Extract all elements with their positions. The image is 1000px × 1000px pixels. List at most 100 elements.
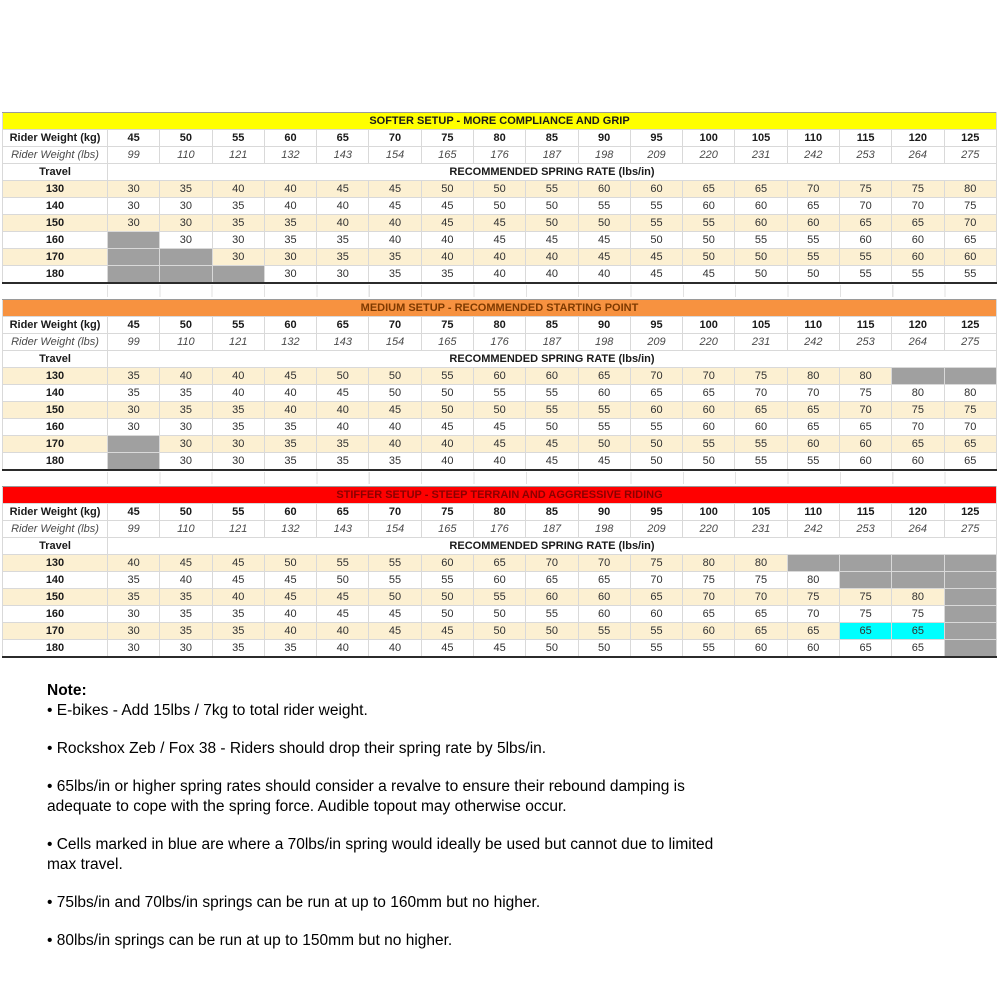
rate-cell: 75 bbox=[891, 401, 945, 419]
rate-cell: 40 bbox=[316, 418, 370, 436]
rate-cell: 40 bbox=[473, 452, 527, 471]
rate-cell: 55 bbox=[787, 248, 840, 266]
kg-col-header: 90 bbox=[578, 129, 631, 147]
grid-gap bbox=[2, 472, 997, 484]
rate-cell: 45 bbox=[212, 571, 265, 589]
rider-weight-lbs-row: Rider Weight (lbs) 99 110 121 132 143 154 165 17… bbox=[2, 520, 997, 538]
rate-cell: 40 bbox=[264, 384, 318, 402]
rate-cell: 55 bbox=[891, 265, 945, 284]
rider-weight-kg-label: Rider Weight (kg) bbox=[2, 129, 108, 147]
rate-cell: 60 bbox=[682, 197, 736, 215]
kg-col-header: 100 bbox=[682, 129, 736, 147]
rate-cell: 60 bbox=[734, 214, 788, 232]
rate-cell: 40 bbox=[316, 639, 370, 658]
rate-cell: 70 bbox=[839, 401, 893, 419]
rate-cell: 60 bbox=[630, 180, 684, 198]
rate-cell: 65 bbox=[682, 180, 736, 198]
rate-cell: 55 bbox=[682, 435, 736, 453]
rate-cell: 50 bbox=[578, 435, 631, 453]
rate-cell: 55 bbox=[421, 571, 474, 589]
rate-cell: 60 bbox=[891, 452, 945, 471]
kg-col-header: 45 bbox=[107, 316, 161, 334]
travel-header-row: Travel RECOMMENDED SPRING RATE (lbs/in) bbox=[2, 350, 997, 368]
rate-cell: 35 bbox=[212, 401, 265, 419]
rate-cell: 55 bbox=[473, 384, 527, 402]
kg-col-header: 80 bbox=[473, 129, 527, 147]
kg-col-header: 105 bbox=[734, 316, 788, 334]
lbs-col-header: 154 bbox=[368, 146, 422, 164]
lbs-col-header: 176 bbox=[473, 520, 527, 538]
rate-cell: 40 bbox=[578, 265, 631, 284]
lbs-col-header: 99 bbox=[107, 333, 161, 351]
rate-cell: 60 bbox=[473, 367, 527, 385]
rate-cell: 50 bbox=[473, 605, 527, 623]
rate-cell-unavailable bbox=[944, 605, 997, 623]
rate-cell: 55 bbox=[473, 588, 527, 606]
travel-row-160: 160 30 30 35 35 40 40 45 45 50 55 55 60 60 65 65 70 70 bbox=[2, 418, 997, 436]
rate-cell: 45 bbox=[473, 214, 527, 232]
rate-cell: 65 bbox=[682, 384, 736, 402]
kg-col-header: 45 bbox=[107, 503, 161, 521]
table-softer-setup: SOFTER SETUP - MORE COMPLIANCE AND GRIP R… bbox=[2, 112, 997, 284]
rate-cell: 35 bbox=[159, 605, 213, 623]
rate-cell: 55 bbox=[630, 197, 684, 215]
stiffer-setup-table-container: STIFFER SETUP - STEEP TERRAIN AND AGGRES… bbox=[2, 486, 997, 658]
kg-col-header: 85 bbox=[525, 316, 579, 334]
kg-col-header: 95 bbox=[630, 316, 684, 334]
setup-band-title: MEDIUM SETUP - RECOMMENDED STARTING POIN… bbox=[2, 299, 997, 317]
rate-cell: 30 bbox=[159, 231, 213, 249]
rate-cell: 50 bbox=[525, 197, 579, 215]
rate-cell: 35 bbox=[264, 214, 318, 232]
kg-col-header: 115 bbox=[839, 503, 893, 521]
travel-row-140: 140 30 30 35 40 40 45 45 50 50 55 55 60 60 65 70 70 75 bbox=[2, 197, 997, 215]
rate-cell: 75 bbox=[734, 571, 788, 589]
lbs-col-header: 253 bbox=[839, 146, 893, 164]
kg-col-header: 55 bbox=[212, 503, 265, 521]
travel-value: 130 bbox=[2, 367, 108, 385]
rate-cell-unavailable bbox=[891, 367, 945, 385]
rate-cell: 30 bbox=[159, 418, 213, 436]
rate-cell: 30 bbox=[107, 197, 161, 215]
rate-cell: 30 bbox=[264, 248, 318, 266]
rate-cell: 65 bbox=[891, 214, 945, 232]
rate-cell: 45 bbox=[264, 571, 318, 589]
rate-cell: 40 bbox=[368, 231, 422, 249]
kg-col-header: 125 bbox=[944, 129, 997, 147]
rate-cell: 65 bbox=[734, 605, 788, 623]
travel-row-170: 170 30 30 35 35 40 40 45 45 50 50 55 55 60 60 65 65 bbox=[2, 435, 997, 453]
grid-gap bbox=[2, 285, 997, 297]
rate-cell: 70 bbox=[578, 554, 631, 572]
kg-col-header: 120 bbox=[891, 316, 945, 334]
rate-cell: 35 bbox=[316, 452, 370, 471]
rate-cell: 60 bbox=[891, 231, 945, 249]
travel-row-130: 130 40 45 45 50 55 55 60 65 70 70 75 80 80 bbox=[2, 554, 997, 572]
rate-cell: 50 bbox=[525, 214, 579, 232]
kg-col-header: 95 bbox=[630, 503, 684, 521]
kg-col-header: 75 bbox=[421, 129, 474, 147]
kg-col-header: 70 bbox=[368, 129, 422, 147]
rate-cell: 75 bbox=[682, 571, 736, 589]
rate-cell: 50 bbox=[525, 639, 579, 658]
rate-cell: 45 bbox=[368, 605, 422, 623]
rate-cell: 40 bbox=[159, 571, 213, 589]
lbs-col-header: 99 bbox=[107, 520, 161, 538]
travel-value: 150 bbox=[2, 401, 108, 419]
rate-cell: 45 bbox=[316, 180, 370, 198]
kg-col-header: 110 bbox=[787, 503, 840, 521]
rate-cell: 80 bbox=[944, 384, 997, 402]
rider-weight-lbs-row: Rider Weight (lbs) 99 110 121 132 143 154 165 17… bbox=[2, 146, 997, 164]
rate-cell: 50 bbox=[421, 384, 474, 402]
travel-value: 140 bbox=[2, 571, 108, 589]
rate-cell: 40 bbox=[159, 367, 213, 385]
rate-cell: 65 bbox=[734, 401, 788, 419]
rate-cell: 50 bbox=[368, 367, 422, 385]
rate-cell: 75 bbox=[839, 605, 893, 623]
rider-weight-kg-row: Rider Weight (kg) 45 50 55 60 65 70 75 80 85 90 95 1… bbox=[2, 316, 997, 334]
rate-cell: 50 bbox=[682, 452, 736, 471]
rate-cell: 50 bbox=[421, 588, 474, 606]
rate-cell: 50 bbox=[682, 248, 736, 266]
rate-cell: 70 bbox=[787, 180, 840, 198]
note-bullet-zeb-fox38: • Rockshox Zeb / Fox 38 - Riders should … bbox=[47, 740, 547, 757]
kg-col-header: 80 bbox=[473, 503, 527, 521]
rate-cell: 30 bbox=[107, 401, 161, 419]
